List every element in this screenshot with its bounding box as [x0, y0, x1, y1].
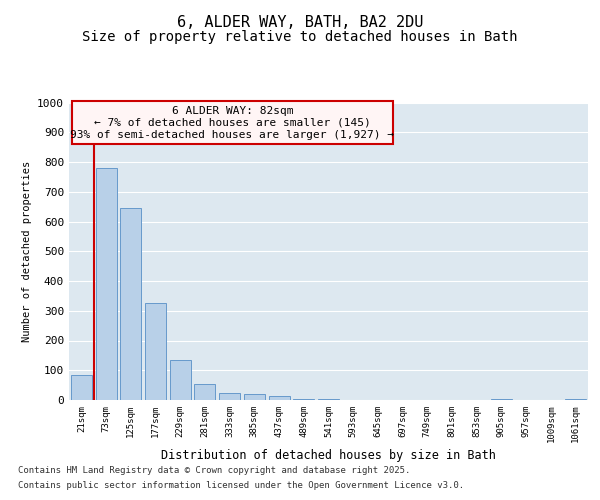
Bar: [145, 304, 166, 400]
Bar: [120, 208, 141, 400]
Text: ← 7% of detached houses are smaller (145): ← 7% of detached houses are smaller (145…: [94, 118, 371, 128]
X-axis label: Distribution of detached houses by size in Bath: Distribution of detached houses by size …: [161, 450, 496, 462]
Bar: [71, 374, 92, 400]
Bar: [95, 168, 116, 400]
Bar: [194, 384, 215, 400]
FancyBboxPatch shape: [71, 101, 394, 144]
Bar: [491, 398, 512, 400]
Bar: [219, 392, 240, 400]
Bar: [565, 398, 586, 400]
Text: 6, ALDER WAY, BATH, BA2 2DU: 6, ALDER WAY, BATH, BA2 2DU: [177, 15, 423, 30]
Text: Contains HM Land Registry data © Crown copyright and database right 2025.: Contains HM Land Registry data © Crown c…: [18, 466, 410, 475]
Bar: [244, 394, 265, 400]
Text: 93% of semi-detached houses are larger (1,927) →: 93% of semi-detached houses are larger (…: [70, 130, 394, 140]
Text: 6 ALDER WAY: 82sqm: 6 ALDER WAY: 82sqm: [172, 106, 293, 116]
Bar: [170, 360, 191, 400]
Text: Size of property relative to detached houses in Bath: Size of property relative to detached ho…: [82, 30, 518, 44]
Bar: [269, 396, 290, 400]
Y-axis label: Number of detached properties: Number of detached properties: [22, 160, 32, 342]
Text: Contains public sector information licensed under the Open Government Licence v3: Contains public sector information licen…: [18, 481, 464, 490]
